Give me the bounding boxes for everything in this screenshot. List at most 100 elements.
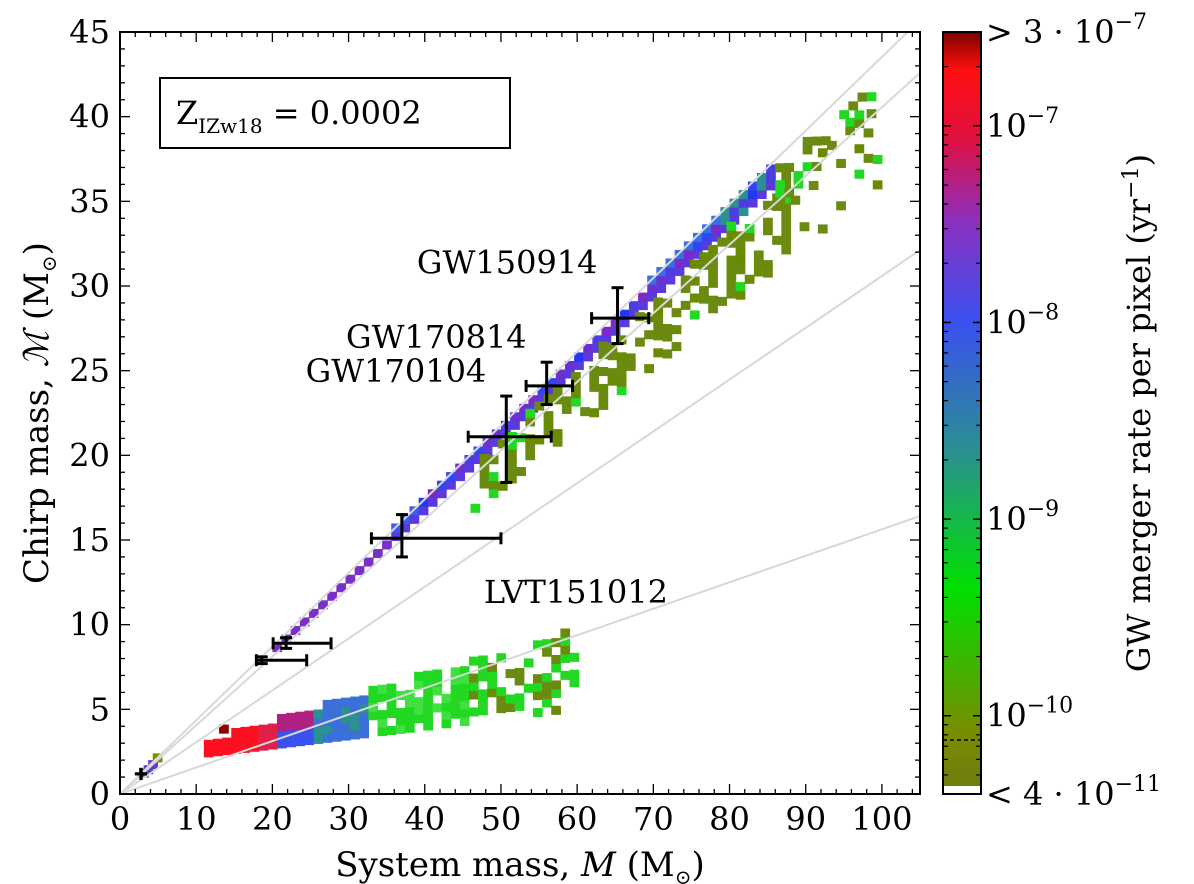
heat-pixel bbox=[653, 314, 664, 324]
heat-pixel bbox=[372, 548, 383, 559]
heat-pixel bbox=[820, 136, 831, 146]
heat-pixel bbox=[240, 726, 251, 736]
heat-pixel bbox=[744, 223, 755, 234]
heat-pixel bbox=[729, 215, 740, 225]
heat-pixel bbox=[258, 724, 269, 734]
heat-pixel bbox=[414, 705, 424, 715]
heat-pixel bbox=[313, 734, 324, 744]
heat-pixel bbox=[857, 92, 868, 102]
heat-pixel bbox=[240, 735, 251, 745]
heat-pixel bbox=[510, 412, 520, 422]
colorbar-tick-label: 10−10 bbox=[986, 694, 1073, 735]
heat-pixel bbox=[450, 709, 461, 719]
heat-pixel bbox=[368, 694, 379, 704]
heat-pixel bbox=[653, 348, 664, 358]
mass-ratio-reference-lines bbox=[120, 32, 920, 794]
heat-pixel bbox=[308, 608, 319, 618]
heat-pixel bbox=[692, 241, 703, 251]
heat-pixel bbox=[212, 738, 223, 748]
heat-pixel bbox=[708, 261, 718, 271]
heat-pixel bbox=[635, 337, 645, 347]
heat-pixel bbox=[756, 189, 767, 199]
heat-pixel bbox=[507, 474, 517, 484]
heat-pixel bbox=[763, 260, 773, 270]
heat-pixel bbox=[555, 369, 566, 379]
heat-pixel bbox=[747, 198, 758, 208]
heat-pixel bbox=[487, 662, 497, 672]
reference-line bbox=[120, 515, 920, 794]
heat-pixel bbox=[674, 266, 685, 276]
heat-pixel bbox=[488, 480, 499, 490]
heat-pixel bbox=[683, 249, 694, 259]
heat-pixel bbox=[258, 733, 269, 743]
heat-pixel bbox=[286, 721, 296, 731]
heat-pixel bbox=[711, 224, 721, 234]
y-tick-label: 15 bbox=[69, 521, 110, 559]
heat-pixel bbox=[619, 318, 630, 328]
heat-pixel bbox=[790, 195, 801, 205]
heat-pixel bbox=[507, 440, 517, 450]
heat-pixel bbox=[331, 732, 342, 742]
heat-pixel bbox=[496, 653, 507, 663]
heat-pixel bbox=[552, 386, 563, 396]
x-tick-label: 10 bbox=[176, 800, 217, 838]
colorbar-ticks: > 3 · 10−7 10−7 10−8 10−9 10−10 < 4 · 10−11 bbox=[943, 10, 1161, 813]
colorbar-under-swatch bbox=[943, 786, 981, 794]
heat-pixel bbox=[340, 723, 351, 733]
heat-pixel bbox=[560, 645, 571, 655]
heat-pixel bbox=[628, 309, 639, 319]
colorbar-gradient bbox=[943, 32, 981, 794]
heat-pixel bbox=[656, 275, 667, 285]
heat-pixel bbox=[845, 126, 856, 136]
heat-pixel bbox=[571, 380, 581, 390]
heat-pixel bbox=[653, 297, 664, 307]
heat-pixel bbox=[711, 215, 721, 225]
heat-pixel bbox=[450, 692, 461, 702]
gw-event: GW170104 bbox=[306, 352, 553, 484]
heat-pixel bbox=[726, 281, 737, 291]
heat-pixel bbox=[680, 300, 691, 310]
heat-pixel bbox=[322, 708, 333, 718]
heat-pixel bbox=[482, 446, 493, 456]
heat-pixel bbox=[763, 217, 773, 227]
heat-pixel bbox=[753, 258, 764, 269]
heat-pixel bbox=[395, 707, 406, 717]
y-tick-label: 10 bbox=[69, 606, 110, 644]
heat-pixel bbox=[478, 672, 488, 682]
event-label: GW170104 bbox=[306, 352, 487, 390]
x-tick-label: 0 bbox=[110, 800, 130, 838]
heat-pixel bbox=[738, 207, 749, 217]
heat-pixel bbox=[507, 465, 517, 475]
heat-pixel bbox=[523, 658, 534, 668]
heat-pixel bbox=[350, 704, 360, 715]
heat-pixel bbox=[598, 383, 609, 393]
heat-pixel bbox=[276, 722, 287, 732]
heat-pixel bbox=[589, 382, 600, 392]
heat-pixel bbox=[478, 706, 488, 716]
heat-pixel bbox=[295, 728, 305, 738]
heat-pixel bbox=[546, 386, 557, 396]
heat-pixel bbox=[446, 472, 456, 482]
heat-pixel bbox=[726, 264, 737, 274]
heat-pixel bbox=[441, 702, 452, 712]
heat-pixel bbox=[616, 369, 627, 379]
heat-pixel bbox=[482, 437, 493, 448]
heat-pixel bbox=[542, 689, 552, 700]
heat-pixel bbox=[551, 705, 561, 715]
heat-pixel bbox=[276, 713, 287, 724]
heat-pixel bbox=[479, 471, 490, 481]
heat-pixel bbox=[689, 293, 700, 303]
heat-pixel bbox=[781, 245, 792, 255]
heat-pixel bbox=[414, 671, 424, 681]
inset-label: ZIZw18 = 0.0002 bbox=[176, 94, 422, 138]
reference-line bbox=[120, 248, 920, 794]
heat-pixel bbox=[574, 360, 584, 370]
gw-event: GW150914 bbox=[417, 244, 651, 346]
heat-pixel bbox=[569, 669, 580, 679]
heat-pixel bbox=[555, 378, 566, 388]
heat-pixel bbox=[345, 574, 356, 584]
heat-pixel bbox=[756, 172, 767, 183]
heat-pixel bbox=[534, 435, 545, 445]
heat-pixel bbox=[802, 162, 813, 172]
heat-pixel bbox=[564, 360, 575, 371]
